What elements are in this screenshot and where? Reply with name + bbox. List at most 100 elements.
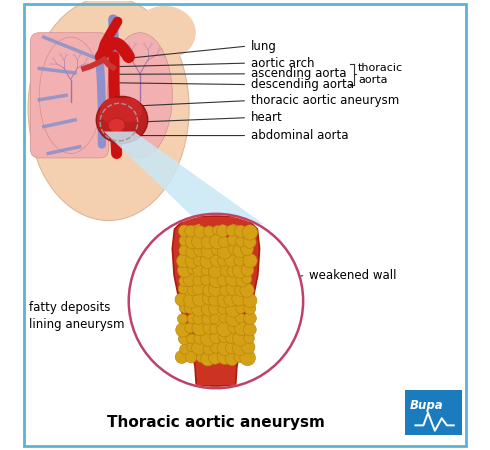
Circle shape xyxy=(242,274,252,284)
Circle shape xyxy=(187,342,196,352)
Circle shape xyxy=(225,332,237,343)
Circle shape xyxy=(193,262,207,276)
Circle shape xyxy=(243,235,256,248)
Circle shape xyxy=(203,343,215,355)
Circle shape xyxy=(187,334,196,344)
Circle shape xyxy=(185,235,199,249)
Ellipse shape xyxy=(108,118,125,132)
Circle shape xyxy=(243,254,257,268)
Ellipse shape xyxy=(97,96,147,144)
Circle shape xyxy=(226,282,240,296)
FancyBboxPatch shape xyxy=(405,391,463,435)
Ellipse shape xyxy=(100,98,129,124)
Circle shape xyxy=(193,314,203,324)
Circle shape xyxy=(232,263,247,278)
Circle shape xyxy=(180,344,190,355)
Circle shape xyxy=(217,274,228,286)
Text: descending aorta: descending aorta xyxy=(251,78,354,91)
Text: heart: heart xyxy=(251,111,283,124)
Circle shape xyxy=(209,272,224,288)
Circle shape xyxy=(244,333,254,343)
Circle shape xyxy=(234,255,245,266)
Circle shape xyxy=(208,282,223,297)
Ellipse shape xyxy=(39,37,102,153)
Text: aortic arch: aortic arch xyxy=(251,57,314,70)
Circle shape xyxy=(225,352,239,365)
Circle shape xyxy=(176,323,190,337)
Circle shape xyxy=(240,283,254,297)
Circle shape xyxy=(184,293,199,308)
Circle shape xyxy=(236,236,246,247)
Circle shape xyxy=(217,225,229,237)
Circle shape xyxy=(211,245,221,255)
Circle shape xyxy=(244,312,256,325)
Circle shape xyxy=(184,302,195,314)
Circle shape xyxy=(226,225,237,236)
Text: Thoracic aortic aneurysm: Thoracic aortic aneurysm xyxy=(107,415,325,430)
Circle shape xyxy=(235,284,246,297)
Ellipse shape xyxy=(107,33,172,158)
Circle shape xyxy=(210,314,220,324)
Circle shape xyxy=(232,291,247,306)
Circle shape xyxy=(217,322,232,337)
Text: thoracic
aorta: thoracic aorta xyxy=(358,63,403,86)
Circle shape xyxy=(208,302,221,315)
Circle shape xyxy=(225,271,240,286)
Circle shape xyxy=(244,302,256,315)
Circle shape xyxy=(194,226,206,238)
Circle shape xyxy=(228,244,240,255)
Circle shape xyxy=(185,225,196,237)
Circle shape xyxy=(241,264,254,276)
Circle shape xyxy=(218,244,232,259)
Circle shape xyxy=(218,293,232,308)
Circle shape xyxy=(192,282,205,295)
Circle shape xyxy=(209,351,221,364)
Circle shape xyxy=(244,323,256,336)
Circle shape xyxy=(243,293,257,308)
Circle shape xyxy=(179,246,189,255)
FancyBboxPatch shape xyxy=(30,33,109,158)
Circle shape xyxy=(200,274,212,285)
Circle shape xyxy=(220,285,231,296)
Circle shape xyxy=(194,333,205,344)
Circle shape xyxy=(242,340,255,354)
Circle shape xyxy=(219,332,229,342)
Circle shape xyxy=(227,234,239,246)
Circle shape xyxy=(185,351,197,363)
Circle shape xyxy=(209,324,219,334)
Circle shape xyxy=(179,303,190,313)
Circle shape xyxy=(209,294,221,306)
Polygon shape xyxy=(172,216,260,386)
Circle shape xyxy=(232,341,247,356)
Circle shape xyxy=(201,301,217,316)
Circle shape xyxy=(192,320,207,336)
Circle shape xyxy=(219,236,229,248)
Ellipse shape xyxy=(133,6,196,59)
Circle shape xyxy=(226,311,241,326)
Text: Bupa: Bupa xyxy=(410,399,443,412)
Circle shape xyxy=(235,313,245,323)
Circle shape xyxy=(179,276,190,287)
Circle shape xyxy=(175,351,188,364)
Circle shape xyxy=(175,293,188,306)
Circle shape xyxy=(203,322,216,334)
Circle shape xyxy=(187,264,197,274)
Circle shape xyxy=(192,234,206,249)
Circle shape xyxy=(178,225,191,237)
Text: weakened wall: weakened wall xyxy=(309,269,396,282)
Circle shape xyxy=(220,266,231,277)
Circle shape xyxy=(200,331,216,346)
Circle shape xyxy=(236,303,246,313)
Circle shape xyxy=(201,352,215,366)
Text: thoracic aortic aneurysm: thoracic aortic aneurysm xyxy=(251,94,399,107)
Circle shape xyxy=(225,302,241,317)
Circle shape xyxy=(193,276,203,286)
Circle shape xyxy=(235,322,249,336)
Circle shape xyxy=(193,242,208,257)
Circle shape xyxy=(186,246,198,258)
Circle shape xyxy=(178,333,190,345)
Circle shape xyxy=(218,305,227,314)
Text: lung: lung xyxy=(251,40,277,53)
Circle shape xyxy=(201,235,215,249)
Circle shape xyxy=(176,254,190,268)
